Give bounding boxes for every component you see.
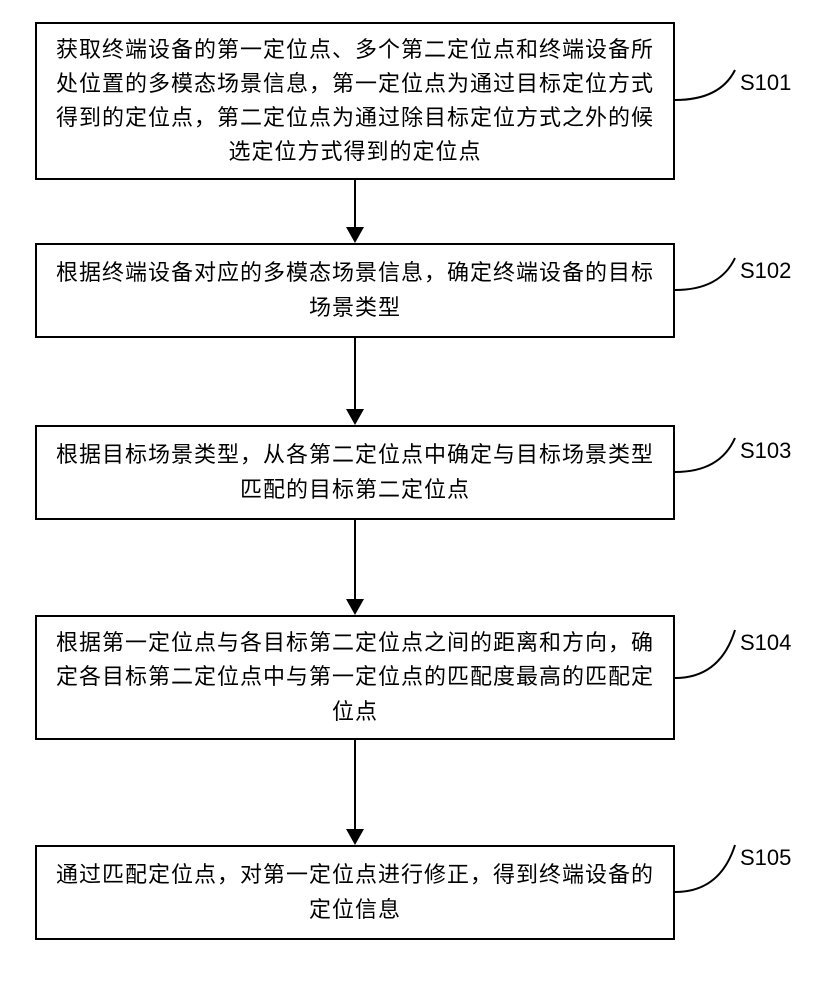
flowchart-node-2: 根据终端设备对应的多模态场景信息，确定终端设备的目标场景类型	[35, 243, 675, 338]
arrow-line-3-4	[354, 520, 356, 599]
node-2-text: 根据终端设备对应的多模态场景信息，确定终端设备的目标场景类型	[55, 256, 655, 324]
arrow-head-2-3	[346, 409, 364, 425]
arrow-head-1-2	[346, 227, 364, 243]
node-1-text: 获取终端设备的第一定位点、多个第二定位点和终端设备所处位置的多模态场景信息，第一…	[55, 33, 655, 169]
flowchart-node-1: 获取终端设备的第一定位点、多个第二定位点和终端设备所处位置的多模态场景信息，第一…	[35, 22, 675, 180]
flowchart-node-4: 根据第一定位点与各目标第二定位点之间的距离和方向，确定各目标第二定位点中与第一定…	[35, 615, 675, 740]
node-2-label: S102	[740, 258, 791, 284]
node-3-label: S103	[740, 438, 791, 464]
arrow-head-4-5	[346, 829, 364, 845]
label-connector-4	[675, 628, 745, 683]
flowchart-container: 获取终端设备的第一定位点、多个第二定位点和终端设备所处位置的多模态场景信息，第一…	[0, 0, 821, 1000]
flowchart-node-3: 根据目标场景类型，从各第二定位点中确定与目标场景类型匹配的目标第二定位点	[35, 425, 675, 520]
arrow-line-2-3	[354, 338, 356, 409]
node-4-text: 根据第一定位点与各目标第二定位点之间的距离和方向，确定各目标第二定位点中与第一定…	[55, 626, 655, 728]
node-4-label: S104	[740, 630, 791, 656]
label-connector-1	[675, 68, 745, 108]
node-3-text: 根据目标场景类型，从各第二定位点中确定与目标场景类型匹配的目标第二定位点	[55, 438, 655, 506]
node-1-label: S101	[740, 70, 791, 96]
arrow-line-1-2	[354, 180, 356, 227]
label-connector-3	[675, 436, 745, 478]
node-5-text: 通过匹配定位点，对第一定位点进行修正，得到终端设备的定位信息	[55, 858, 655, 926]
flowchart-node-5: 通过匹配定位点，对第一定位点进行修正，得到终端设备的定位信息	[35, 845, 675, 940]
label-connector-2	[675, 256, 745, 296]
arrow-line-4-5	[354, 740, 356, 829]
node-5-label: S105	[740, 845, 791, 871]
arrow-head-3-4	[346, 599, 364, 615]
label-connector-5	[675, 843, 745, 898]
